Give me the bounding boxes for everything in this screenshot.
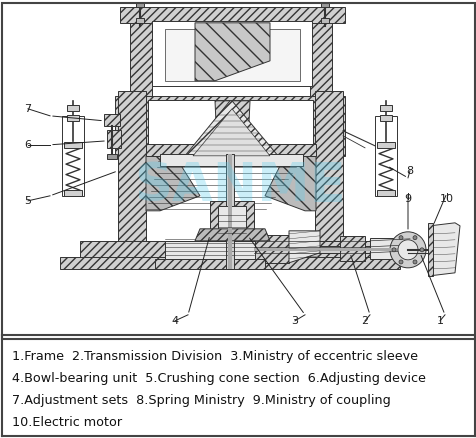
- Bar: [369, 238, 399, 259]
- Bar: [120, 7, 344, 23]
- Bar: [155, 259, 265, 269]
- Bar: [136, 3, 144, 7]
- Text: 1: 1: [436, 316, 443, 326]
- Text: 10: 10: [439, 194, 453, 204]
- Bar: [226, 154, 234, 269]
- Polygon shape: [265, 156, 315, 211]
- Bar: [309, 16, 331, 101]
- Bar: [314, 91, 342, 246]
- Bar: [146, 144, 315, 156]
- Bar: [67, 115, 79, 121]
- Bar: [165, 241, 255, 259]
- Bar: [253, 235, 288, 263]
- Bar: [228, 154, 231, 269]
- Circle shape: [397, 240, 417, 260]
- Bar: [152, 21, 311, 86]
- Circle shape: [391, 248, 395, 252]
- Text: 4: 4: [171, 316, 178, 326]
- Bar: [60, 257, 399, 269]
- Polygon shape: [195, 229, 269, 241]
- Text: 10.Electric motor: 10.Electric motor: [12, 416, 122, 429]
- Text: 6: 6: [24, 140, 31, 150]
- Bar: [107, 154, 117, 159]
- Bar: [67, 105, 79, 111]
- Polygon shape: [429, 223, 459, 276]
- Polygon shape: [209, 201, 253, 241]
- Text: 4.Bowl-bearing unit  5.Crushing cone section  6.Adjusting device: 4.Bowl-bearing unit 5.Crushing cone sect…: [12, 372, 425, 385]
- Text: SANME: SANME: [134, 160, 345, 212]
- Text: 7.Adjustment sets  8.Spring Ministry  9.Ministry of coupling: 7.Adjustment sets 8.Spring Ministry 9.Mi…: [12, 394, 390, 407]
- Bar: [130, 16, 152, 101]
- Bar: [136, 18, 144, 23]
- Bar: [107, 130, 121, 148]
- Text: 9: 9: [404, 194, 411, 204]
- Circle shape: [412, 260, 416, 264]
- Circle shape: [398, 260, 402, 264]
- Bar: [320, 3, 328, 7]
- Bar: [379, 105, 391, 111]
- Bar: [159, 154, 302, 166]
- Bar: [253, 248, 408, 251]
- Bar: [62, 116, 84, 196]
- Bar: [64, 190, 82, 196]
- Circle shape: [412, 236, 416, 240]
- Bar: [148, 100, 312, 145]
- Bar: [376, 190, 394, 196]
- Polygon shape: [146, 156, 199, 211]
- Bar: [115, 96, 344, 156]
- Bar: [320, 18, 328, 23]
- Circle shape: [389, 232, 425, 268]
- Bar: [427, 223, 432, 276]
- Circle shape: [398, 236, 402, 240]
- Polygon shape: [288, 231, 319, 263]
- Bar: [376, 142, 394, 148]
- Bar: [374, 116, 396, 196]
- Text: 8: 8: [406, 166, 413, 176]
- Text: 7: 7: [24, 104, 31, 114]
- Polygon shape: [185, 101, 278, 156]
- Bar: [218, 206, 246, 236]
- Text: 3: 3: [291, 316, 298, 326]
- Bar: [339, 236, 364, 261]
- Polygon shape: [195, 23, 269, 81]
- Polygon shape: [193, 109, 269, 156]
- Bar: [80, 241, 379, 261]
- Bar: [165, 29, 299, 81]
- Circle shape: [419, 248, 423, 252]
- Text: 2: 2: [361, 316, 368, 326]
- Bar: [253, 246, 408, 253]
- Bar: [118, 91, 146, 246]
- Text: 1.Frame  2.Transmission Division  3.Ministry of eccentric sleeve: 1.Frame 2.Transmission Division 3.Minist…: [12, 350, 417, 363]
- Bar: [104, 114, 120, 126]
- Polygon shape: [215, 101, 249, 145]
- Bar: [379, 115, 391, 121]
- Text: 5: 5: [24, 196, 31, 206]
- Bar: [64, 142, 82, 148]
